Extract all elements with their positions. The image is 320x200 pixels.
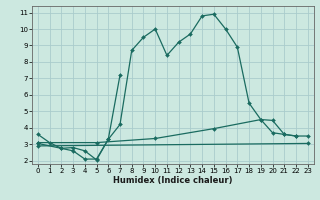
X-axis label: Humidex (Indice chaleur): Humidex (Indice chaleur) bbox=[113, 176, 233, 185]
